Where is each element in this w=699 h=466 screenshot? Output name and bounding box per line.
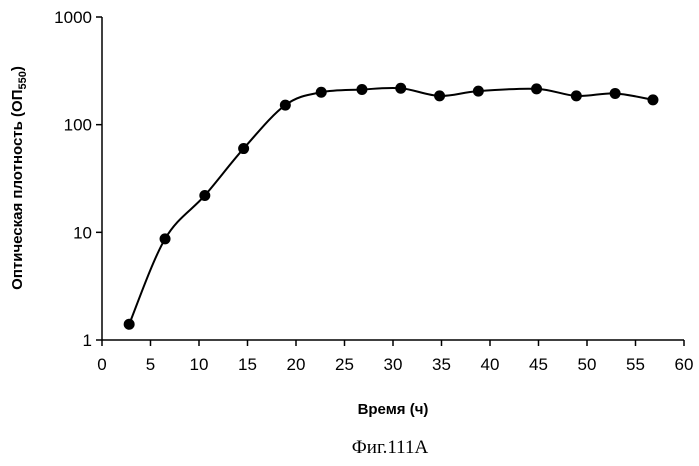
data-point-8 — [434, 90, 445, 101]
data-point-13 — [647, 94, 658, 105]
data-point-3 — [238, 143, 249, 154]
x-tick-label: 10 — [190, 355, 209, 374]
data-point-0 — [124, 319, 135, 330]
y-tick-label: 10 — [73, 223, 92, 242]
y-tick-label: 1 — [83, 331, 92, 350]
data-point-7 — [395, 83, 406, 94]
axes — [102, 17, 684, 340]
x-tick-label: 5 — [146, 355, 155, 374]
data-point-6 — [356, 84, 367, 95]
y-axis-title-end: ) — [9, 66, 26, 71]
y-axis-title: Оптическая плотность (ОП550) — [9, 66, 29, 290]
data-point-5 — [316, 87, 327, 98]
y-axis-title-main: Оптическая плотность (ОП — [9, 90, 26, 290]
y-axis-title-subscript: 550 — [17, 71, 29, 89]
tick-labels: 0 5 10 15 20 25 30 35 40 45 50 55 60 1 10 100 1000 — [54, 8, 693, 374]
x-tick-label: 45 — [529, 355, 548, 374]
data-point-4 — [280, 100, 291, 111]
x-tick-label: 30 — [384, 355, 403, 374]
series-line — [129, 88, 653, 324]
data-point-12 — [610, 88, 621, 99]
data-points — [124, 83, 659, 330]
y-tick-label: 1000 — [54, 8, 92, 27]
data-point-1 — [160, 233, 171, 244]
x-tick-label: 15 — [238, 355, 257, 374]
x-tick-label: 25 — [335, 355, 354, 374]
x-tick-label: 0 — [97, 355, 106, 374]
data-point-10 — [531, 83, 542, 94]
x-axis-title: Время (ч) — [358, 401, 429, 418]
data-point-2 — [199, 190, 210, 201]
x-tick-label: 50 — [578, 355, 597, 374]
x-tick-label: 60 — [675, 355, 694, 374]
data-point-11 — [571, 90, 582, 101]
ticks — [96, 17, 684, 346]
figure-caption: Фиг.111А — [352, 437, 429, 458]
x-tick-label: 40 — [481, 355, 500, 374]
y-tick-label: 100 — [64, 116, 92, 135]
x-tick-label: 35 — [432, 355, 451, 374]
x-tick-label: 55 — [626, 355, 645, 374]
x-tick-label: 20 — [287, 355, 306, 374]
data-point-9 — [473, 86, 484, 97]
